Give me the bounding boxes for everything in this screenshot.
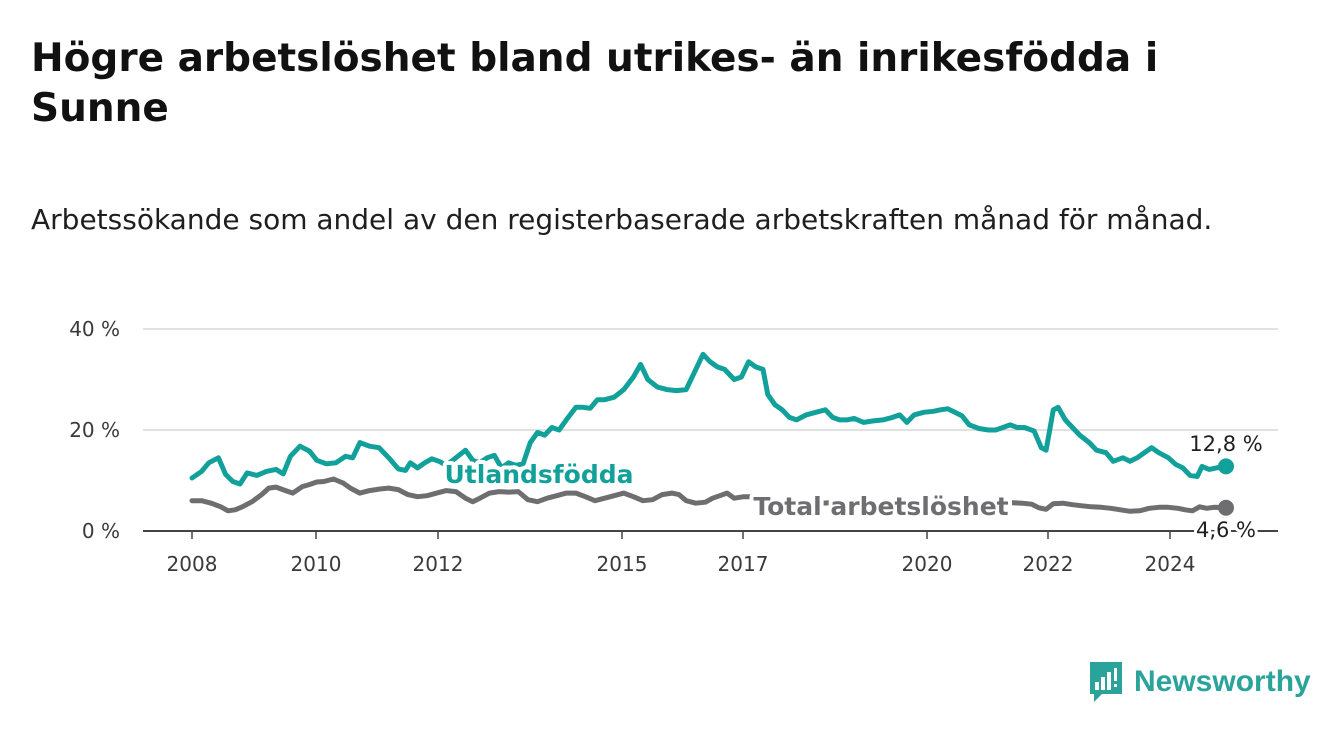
grid-lines: [143, 328, 1278, 532]
series-line-1: [189, 476, 1229, 514]
end-value-label: 4,6 %: [1196, 518, 1256, 542]
y-axis: 0 % 20 % 40 %: [69, 317, 120, 543]
series-label: Utlandsfödda: [445, 460, 634, 489]
brand-name: Newsworthy: [1134, 665, 1311, 698]
x-tick-label: 2022: [1023, 552, 1074, 576]
x-tick-label: 2012: [413, 552, 464, 576]
series-end-point: [1218, 499, 1234, 516]
series-lines: [189, 351, 1234, 516]
brand-logo: Newsworthy: [1088, 660, 1311, 704]
x-tick-label: 2008: [167, 552, 218, 576]
newsworthy-logo-icon: [1090, 662, 1122, 702]
y-tick-label: 20 %: [69, 418, 120, 442]
end-value-halo: 4,6 %: [1196, 518, 1256, 542]
chart-title: Högre arbetslöshet bland utrikes- än inr…: [31, 36, 1159, 131]
x-axis: 2008 2010 2012 2015 2017 2020 2022 2024: [167, 531, 1196, 576]
line-chart: 0 % 20 % 40 % 2008 2010 2012 2015 2017 2020 2022…: [69, 317, 1278, 576]
chart-subtitle: Arbetssökande som andel av den registerb…: [31, 203, 1213, 236]
series-label-halo: Utlandsfödda: [445, 460, 634, 489]
end-value-halo: 12,8 %: [1189, 432, 1262, 456]
x-tick-label: 2017: [718, 552, 769, 576]
end-value-label: 12,8 %: [1189, 432, 1262, 456]
x-tick-label: 2020: [902, 552, 953, 576]
x-tick-label: 2015: [597, 552, 648, 576]
x-tick-label: 2024: [1145, 552, 1196, 576]
y-tick-label: 40 %: [69, 317, 120, 341]
y-tick-label: 0 %: [82, 519, 120, 543]
x-tick-label: 2010: [291, 552, 342, 576]
series-label-halo: Total arbetslöshet: [753, 492, 1008, 521]
series-line-0: [189, 351, 1229, 487]
series-label: Total arbetslöshet: [753, 492, 1008, 521]
series-end-point: [1218, 458, 1234, 475]
